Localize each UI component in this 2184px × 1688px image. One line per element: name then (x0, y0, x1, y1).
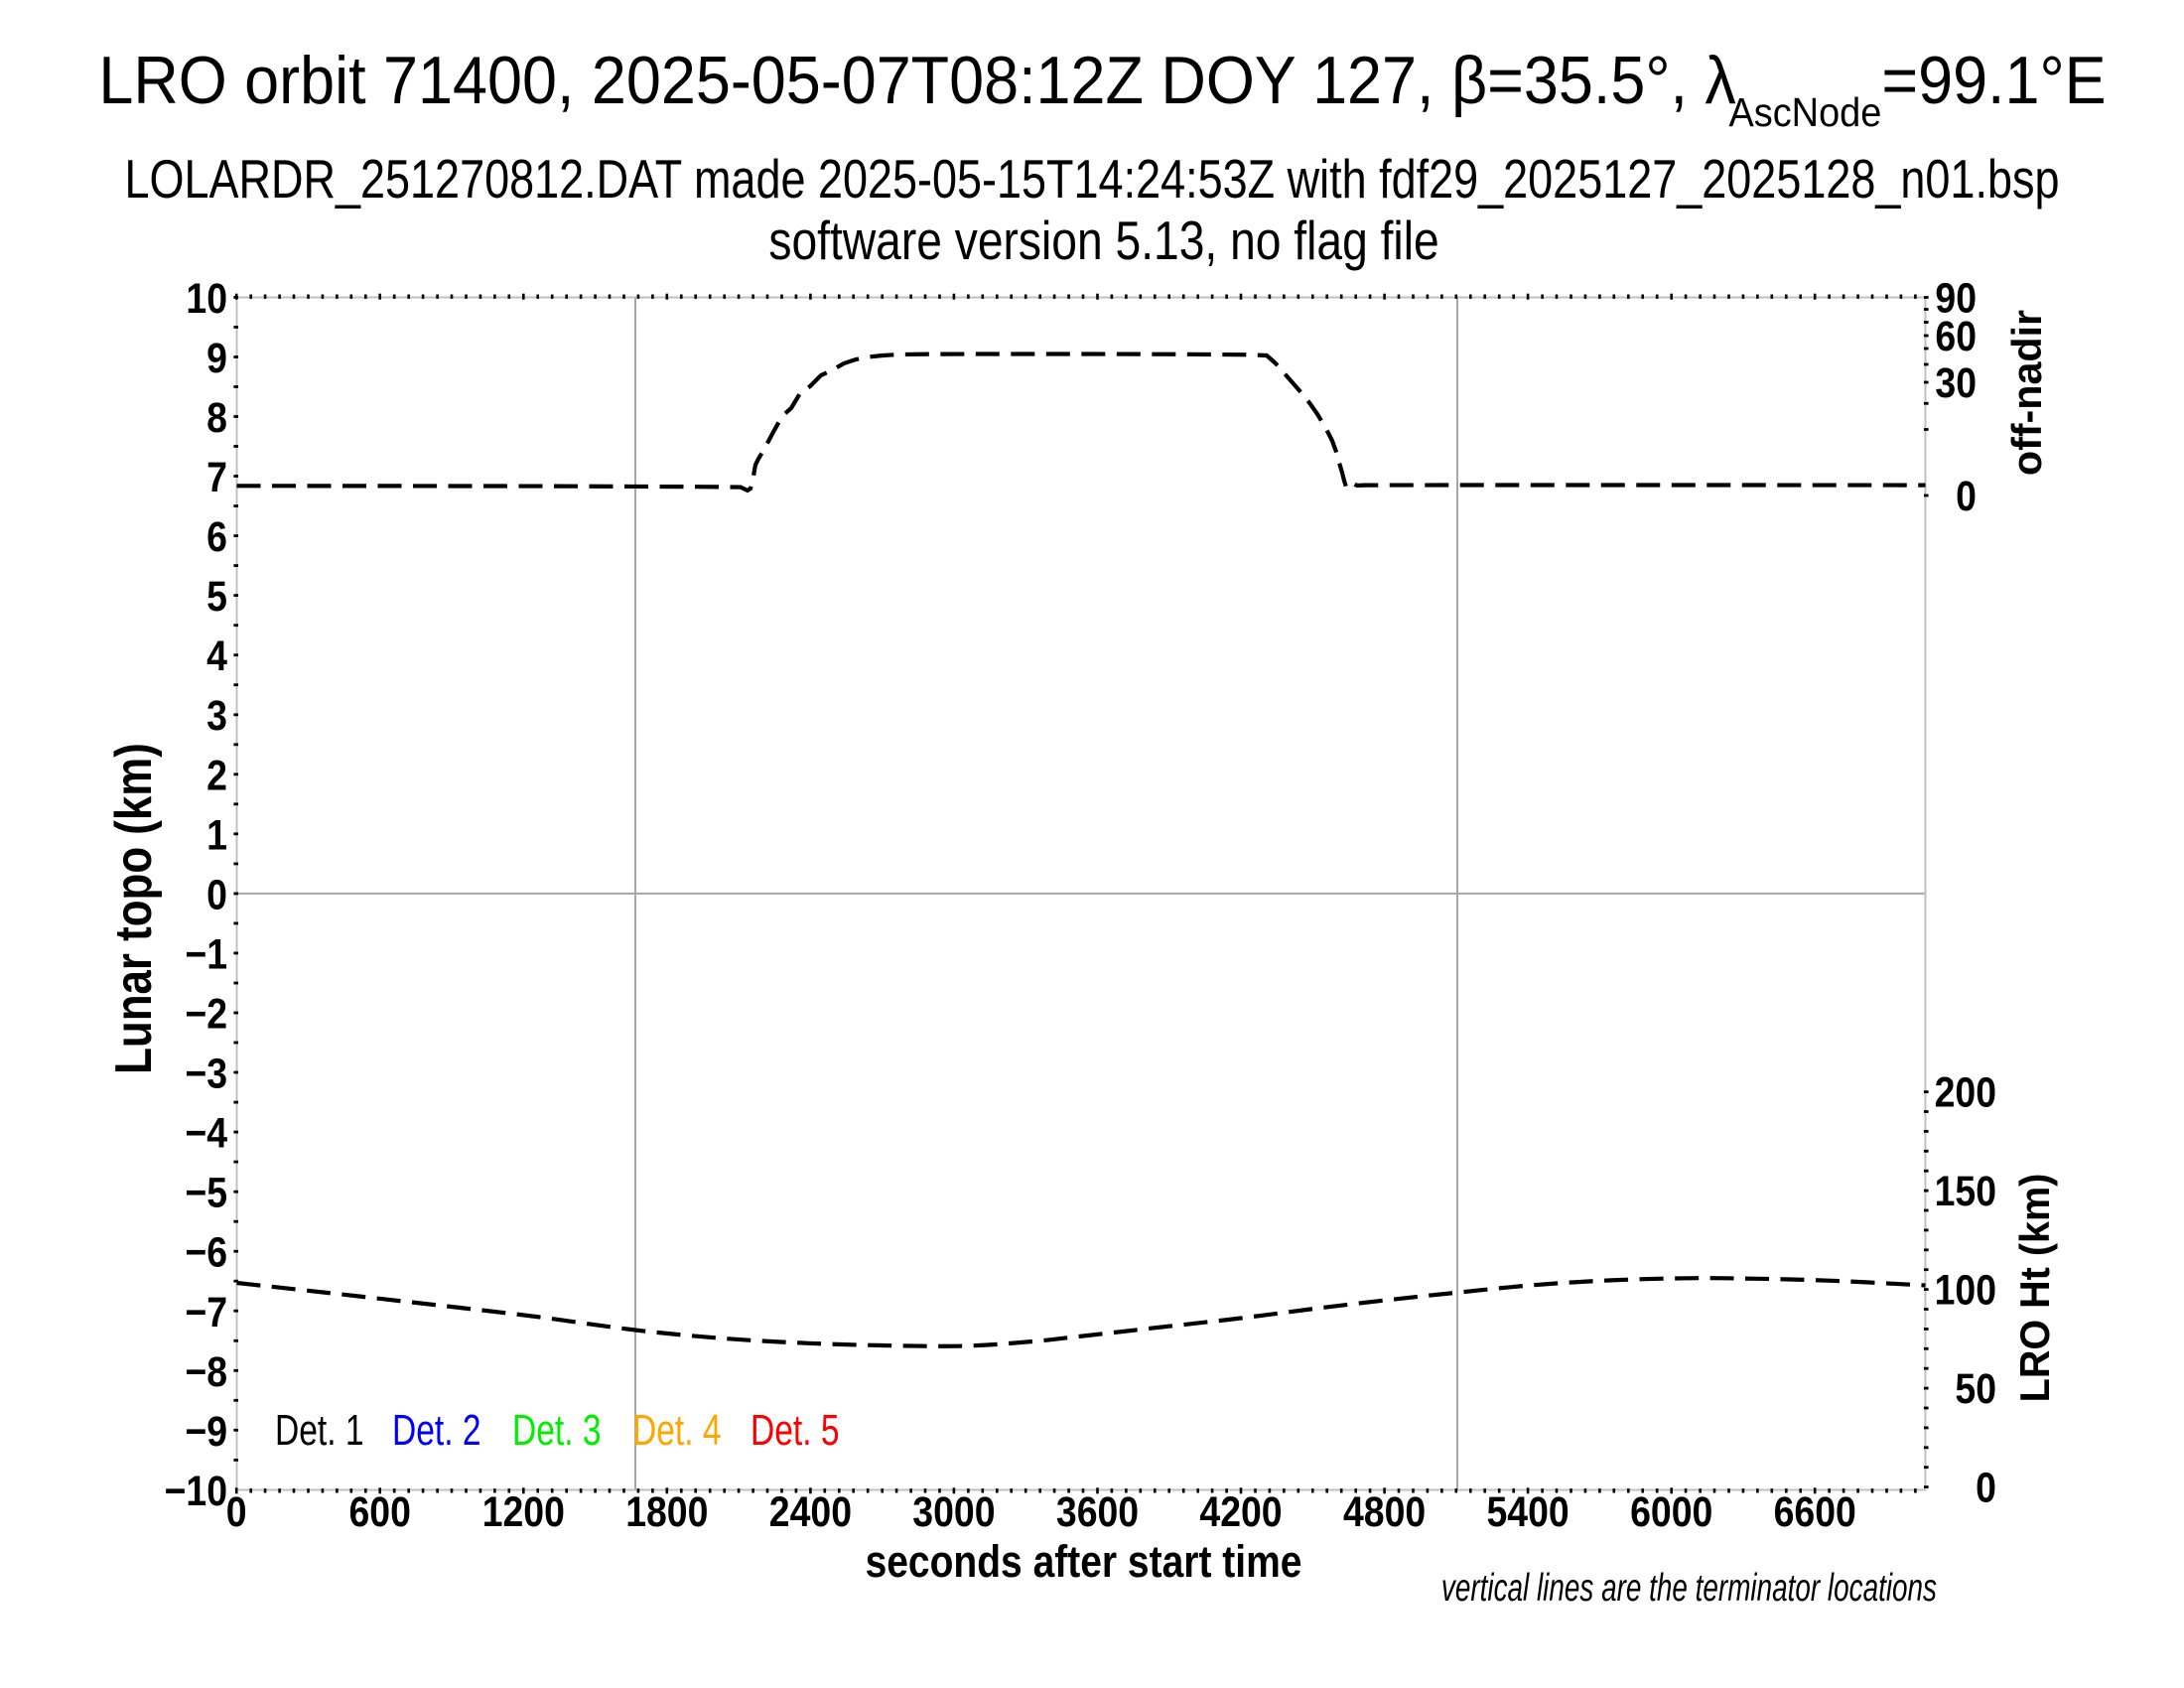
svg-text:60: 60 (1935, 313, 1977, 360)
svg-text:7: 7 (206, 454, 227, 501)
svg-text:−6: −6 (185, 1228, 227, 1276)
svg-text:5400: 5400 (1486, 1488, 1569, 1536)
svg-text:LOLARDR_251270812.DAT made 202: LOLARDR_251270812.DAT made 2025-05-15T14… (125, 149, 2060, 210)
svg-text:4200: 4200 (1199, 1488, 1282, 1536)
svg-text:6: 6 (206, 513, 227, 561)
svg-text:−7: −7 (185, 1288, 227, 1336)
svg-text:1800: 1800 (625, 1488, 708, 1536)
svg-text:−2: −2 (185, 990, 227, 1038)
svg-text:6600: 6600 (1774, 1488, 1856, 1536)
svg-text:−10: −10 (165, 1467, 227, 1514)
svg-text:6000: 6000 (1630, 1488, 1712, 1536)
svg-text:0: 0 (1956, 473, 1977, 520)
svg-text:software version 5.13, no flag: software version 5.13, no flag file (768, 210, 1438, 271)
svg-text:vertical lines are the termina: vertical lines are the terminator locati… (1441, 1566, 1937, 1610)
svg-text:Det. 3: Det. 3 (512, 1407, 602, 1455)
svg-text:−9: −9 (185, 1407, 227, 1455)
svg-text:−8: −8 (185, 1347, 227, 1395)
svg-text:3000: 3000 (912, 1488, 995, 1536)
svg-text:0: 0 (206, 871, 227, 918)
svg-text:100: 100 (1935, 1266, 1996, 1314)
svg-text:4800: 4800 (1343, 1488, 1426, 1536)
svg-text:0: 0 (226, 1488, 247, 1536)
svg-text:600: 600 (348, 1488, 410, 1536)
svg-text:Det. 2: Det. 2 (392, 1407, 481, 1455)
svg-text:3: 3 (206, 692, 227, 740)
svg-text:2: 2 (206, 752, 227, 799)
svg-text:−4: −4 (185, 1109, 227, 1157)
svg-text:seconds after start time: seconds after start time (866, 1536, 1302, 1586)
svg-text:50: 50 (1955, 1365, 1996, 1413)
svg-text:−5: −5 (185, 1169, 227, 1216)
svg-text:1: 1 (206, 811, 227, 859)
svg-text:1200: 1200 (482, 1488, 565, 1536)
svg-text:−1: −1 (185, 930, 227, 978)
svg-text:4: 4 (206, 633, 227, 680)
svg-text:10: 10 (186, 274, 227, 322)
svg-text:off-nadir: off-nadir (2003, 310, 2050, 476)
svg-text:Lunar topo (km): Lunar topo (km) (105, 743, 163, 1074)
svg-text:0: 0 (1976, 1464, 1996, 1511)
svg-text:8: 8 (206, 394, 227, 442)
svg-text:Det. 1: Det. 1 (275, 1407, 364, 1455)
svg-text:−3: −3 (185, 1050, 227, 1097)
svg-text:Det. 5: Det. 5 (751, 1407, 840, 1455)
svg-text:2400: 2400 (769, 1488, 852, 1536)
svg-text:3600: 3600 (1056, 1488, 1139, 1536)
svg-text:Det. 4: Det. 4 (632, 1407, 722, 1455)
svg-text:150: 150 (1935, 1168, 1996, 1215)
svg-text:LRO Ht (km): LRO Ht (km) (2011, 1174, 2058, 1403)
svg-text:30: 30 (1935, 359, 1977, 407)
svg-text:9: 9 (206, 334, 227, 381)
svg-text:90: 90 (1935, 274, 1977, 322)
svg-text:200: 200 (1935, 1068, 1996, 1116)
svg-text:5: 5 (206, 573, 227, 621)
